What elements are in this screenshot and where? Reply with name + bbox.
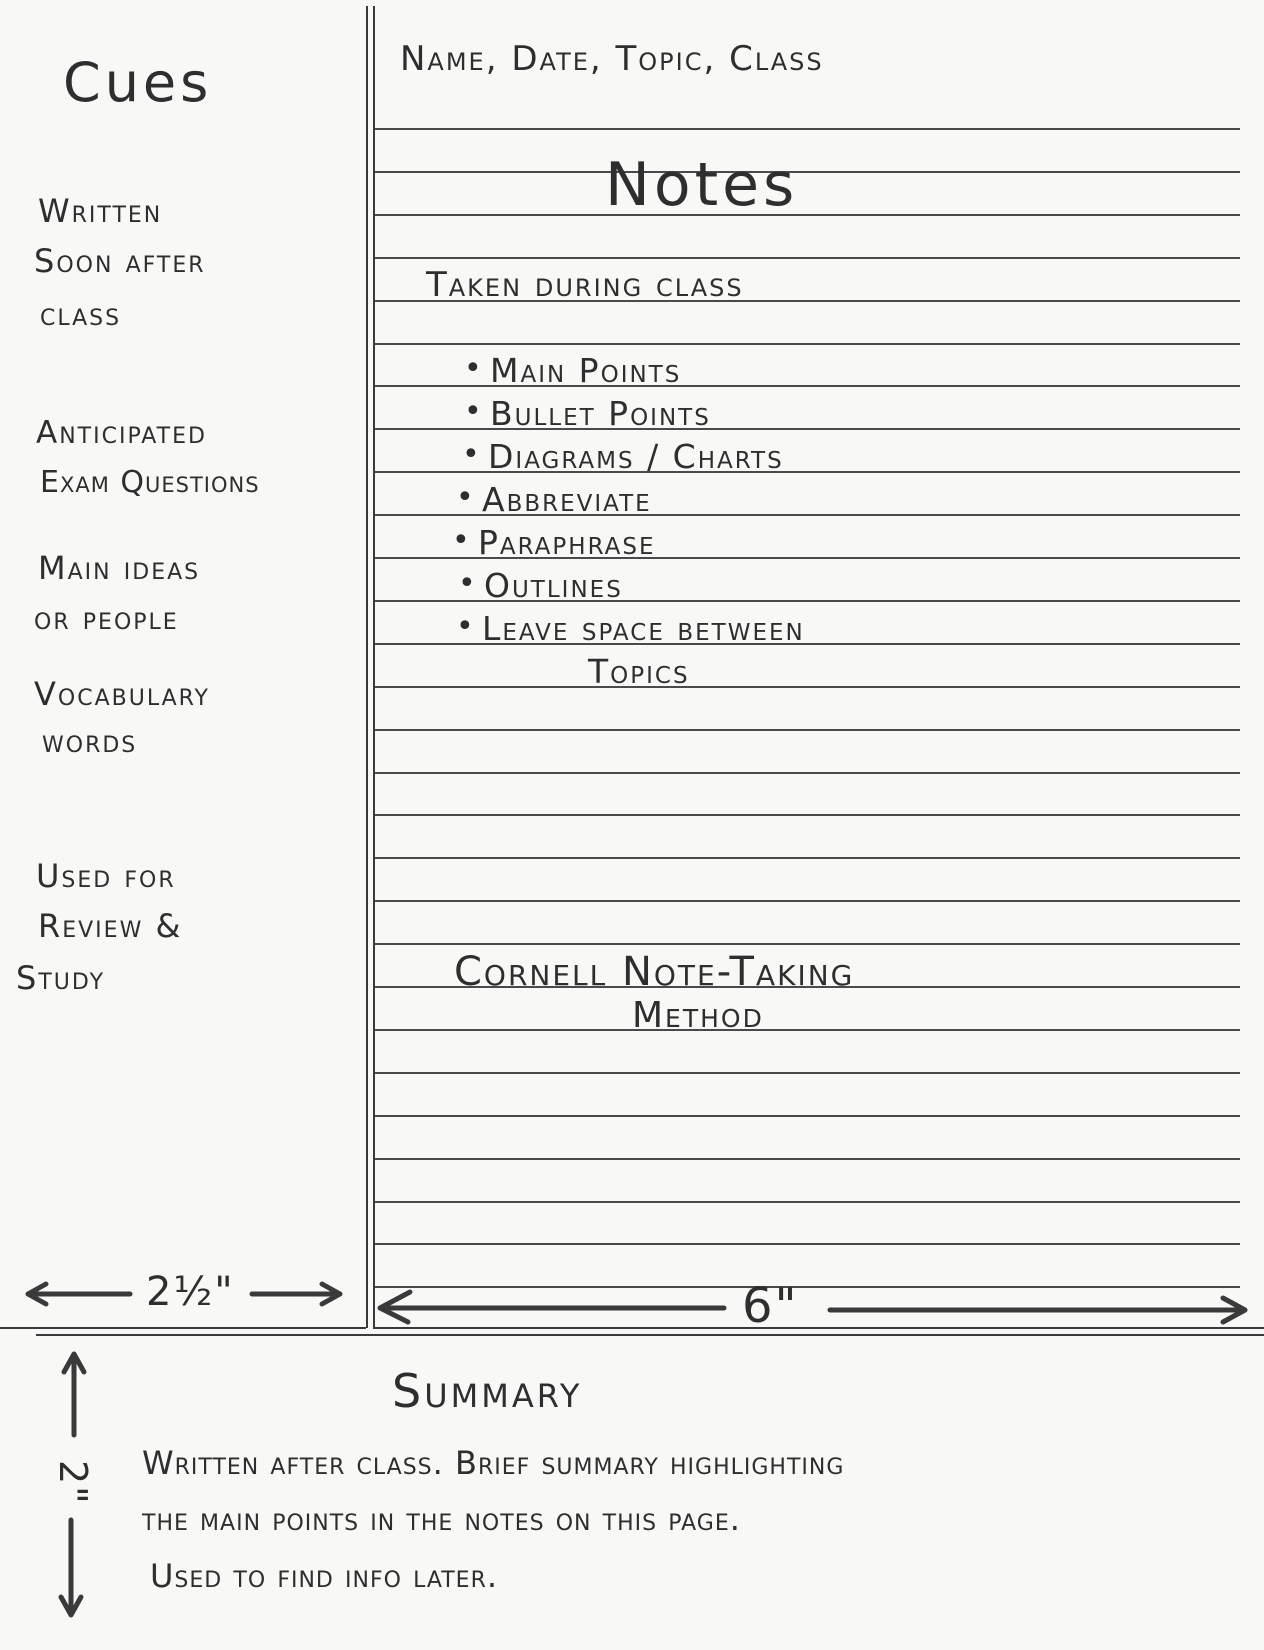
bullet-item: Main Points (490, 351, 682, 390)
ruled-line (375, 857, 1240, 860)
cue-text: Study (16, 959, 106, 997)
ruled-line (375, 728, 1240, 731)
cue-text: or people (34, 599, 179, 637)
ruled-line (375, 128, 1240, 130)
arrow-left-cue (25, 1281, 133, 1307)
cue-divider-line-inner (373, 6, 375, 1328)
cue-text: class (40, 295, 122, 333)
cue-text: Vocabulary (34, 675, 210, 713)
ruled-line (375, 299, 1240, 302)
cue-text: words (42, 722, 138, 760)
ruled-line (375, 986, 1240, 988)
ruled-line (375, 642, 1240, 645)
bullet-dot-icon: • (458, 566, 478, 601)
cue-text: Main ideas (38, 549, 201, 587)
bullet-dot-icon: • (456, 609, 476, 644)
arrow-right-cue (249, 1281, 343, 1307)
notes-heading: Notes (605, 150, 799, 220)
ruled-line (375, 471, 1240, 474)
bullet-item: Topics (588, 652, 690, 691)
summary-divider-line (36, 1334, 1264, 1336)
cues-bottom-line (0, 1327, 366, 1329)
bullet-dot-icon: • (456, 480, 476, 515)
summary-line: Used to find info later. (150, 1557, 499, 1595)
method-title: Cornell Note-Taking (454, 949, 855, 995)
notes-bottom-line (373, 1327, 1264, 1329)
summary-height-label: 2" (51, 1460, 95, 1506)
ruled-line (375, 342, 1240, 345)
cue-divider-line (366, 6, 368, 1328)
cue-width-label: 2½" (146, 1269, 235, 1315)
notes-header: Name, Date, Topic, Class (400, 39, 824, 79)
cue-text: Review & (38, 907, 183, 945)
arrow-up-summary (61, 1351, 87, 1438)
ruled-line (375, 170, 1240, 173)
ruled-line (375, 685, 1240, 688)
ruled-line (375, 1157, 1240, 1160)
ruled-line (375, 1243, 1240, 1246)
notes-width-label: 6" (742, 1278, 799, 1334)
cue-text: Anticipated (36, 415, 207, 451)
ruled-line (375, 1286, 1240, 1289)
ruled-line (375, 814, 1240, 817)
ruled-line (375, 1200, 1240, 1203)
ruled-line (375, 900, 1240, 903)
ruled-line (375, 943, 1240, 946)
notes-subheading: Taken during class (426, 265, 744, 305)
bullet-dot-icon: • (462, 437, 482, 472)
ruled-line (375, 213, 1240, 216)
ruled-line (375, 1028, 1240, 1031)
ruled-line (375, 557, 1240, 559)
arrow-down-summary (58, 1517, 84, 1618)
summary-heading: Summary (392, 1364, 583, 1418)
bullet-dot-icon: • (464, 394, 484, 429)
ruled-line (375, 1114, 1240, 1117)
bullet-item: Abbreviate (482, 480, 652, 519)
arrow-right-notes (827, 1295, 1248, 1325)
cue-text: Written (38, 192, 163, 230)
ruled-line (375, 599, 1240, 602)
summary-line: Written after class. Brief summary highl… (142, 1444, 845, 1482)
bullet-item: Leave space between (482, 609, 805, 648)
method-title-2: Method (632, 995, 764, 1036)
cue-text: Exam Questions (40, 465, 260, 500)
arrow-left-notes (377, 1289, 727, 1325)
bullet-item: Paraphrase (478, 523, 656, 562)
cues-heading: Cues (63, 51, 213, 114)
bullet-dot-icon: • (452, 523, 472, 558)
ruled-line (375, 256, 1240, 259)
bullet-dot-icon: • (464, 351, 484, 386)
ruled-line (375, 1071, 1240, 1074)
ruled-line (375, 771, 1240, 774)
cue-text: Used for (36, 857, 176, 895)
ruled-line (375, 428, 1240, 431)
summary-line: the main points in the notes on this pag… (142, 1500, 741, 1538)
ruled-line (375, 514, 1240, 517)
cue-text: Soon after (34, 242, 206, 280)
bullet-item: Outlines (484, 566, 623, 605)
bullet-item: Bullet Points (490, 394, 711, 433)
ruled-line (375, 385, 1240, 388)
bullet-item: Diagrams / Charts (488, 437, 784, 476)
